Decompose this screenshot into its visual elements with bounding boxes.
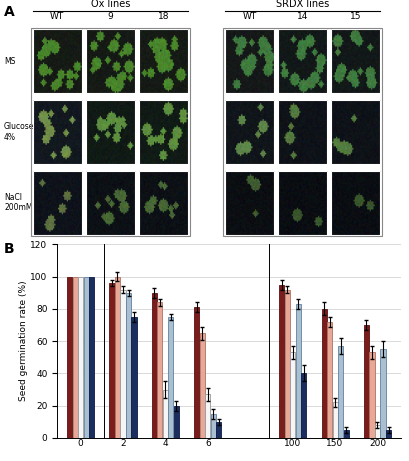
Bar: [110, 283, 115, 438]
Bar: [301, 373, 306, 438]
Bar: [321, 309, 326, 438]
Text: NaCl
200mM: NaCl 200mM: [4, 193, 33, 213]
Bar: [83, 277, 89, 438]
Bar: [33, 30, 82, 93]
Text: B: B: [4, 242, 15, 256]
Bar: [225, 171, 274, 235]
Text: MS: MS: [4, 57, 16, 65]
Bar: [31, 28, 190, 236]
Bar: [72, 277, 78, 438]
Bar: [200, 333, 205, 438]
Bar: [223, 28, 382, 236]
Text: WT: WT: [50, 12, 64, 21]
Text: Glucose
4%: Glucose 4%: [4, 122, 34, 142]
Bar: [278, 171, 327, 235]
Bar: [386, 430, 391, 438]
Bar: [121, 290, 126, 438]
Bar: [369, 352, 375, 438]
Text: 9: 9: [108, 12, 113, 21]
Bar: [139, 171, 188, 235]
Text: 18: 18: [158, 12, 169, 21]
Bar: [86, 100, 135, 164]
Bar: [163, 390, 168, 438]
Bar: [174, 406, 179, 438]
Text: Ox lines: Ox lines: [91, 0, 130, 9]
Bar: [380, 349, 386, 438]
Bar: [152, 293, 157, 438]
Bar: [205, 395, 210, 438]
Bar: [278, 100, 327, 164]
Bar: [331, 30, 380, 93]
Bar: [86, 171, 135, 235]
Bar: [169, 317, 173, 438]
Bar: [78, 277, 83, 438]
Bar: [225, 30, 274, 93]
Bar: [211, 414, 216, 438]
Y-axis label: Seed germination rate (%): Seed germination rate (%): [18, 281, 27, 402]
Bar: [279, 285, 284, 438]
Bar: [333, 402, 337, 438]
Text: A: A: [4, 5, 15, 19]
Bar: [290, 352, 295, 438]
Bar: [278, 30, 327, 93]
Bar: [331, 100, 380, 164]
Bar: [139, 100, 188, 164]
Bar: [296, 304, 301, 438]
Bar: [364, 325, 369, 438]
Text: SRDX lines: SRDX lines: [276, 0, 329, 9]
Bar: [89, 277, 94, 438]
Bar: [157, 302, 162, 438]
Bar: [344, 430, 348, 438]
Text: 14: 14: [297, 12, 308, 21]
Bar: [126, 293, 131, 438]
Bar: [194, 307, 199, 438]
Bar: [67, 277, 72, 438]
Bar: [139, 30, 188, 93]
Bar: [331, 171, 380, 235]
Bar: [338, 346, 343, 438]
Bar: [86, 30, 135, 93]
Text: 15: 15: [350, 12, 362, 21]
Bar: [115, 277, 120, 438]
Bar: [33, 171, 82, 235]
Bar: [327, 322, 332, 438]
Text: WT: WT: [243, 12, 256, 21]
Bar: [33, 100, 82, 164]
Bar: [375, 425, 380, 438]
Bar: [285, 290, 290, 438]
Bar: [225, 100, 274, 164]
Bar: [132, 317, 137, 438]
Bar: [216, 422, 221, 438]
